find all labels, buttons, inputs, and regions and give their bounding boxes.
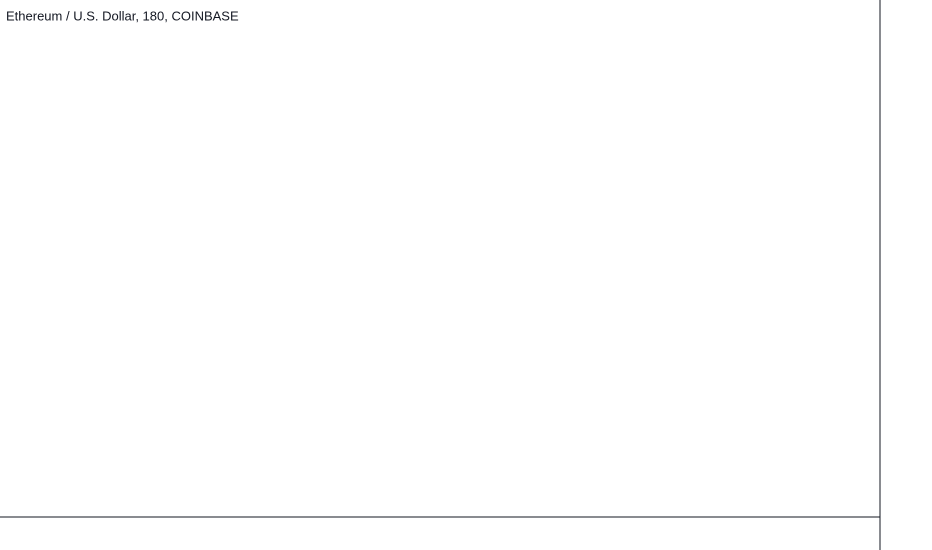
- chart-title: Ethereum / U.S. Dollar, 180, COINBASE: [6, 8, 239, 23]
